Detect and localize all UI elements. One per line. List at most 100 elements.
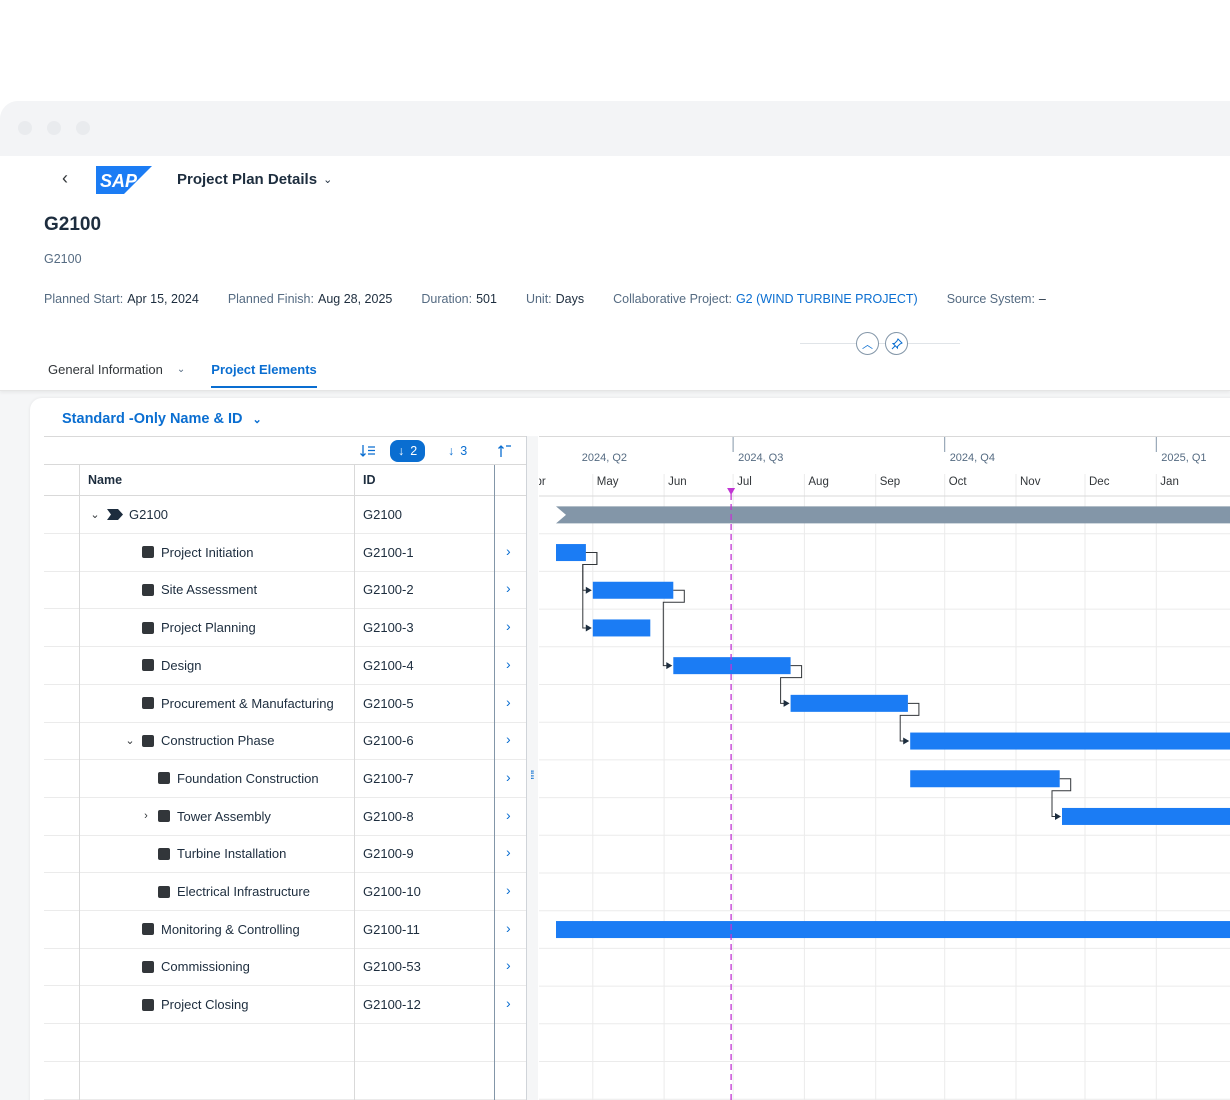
table-row[interactable]: Foundation Construction G2100-7 ›	[44, 760, 526, 798]
table-row[interactable]: ⌄ G2100 G2100	[44, 496, 526, 534]
chevron-down-icon[interactable]: ⌄	[125, 735, 135, 748]
attr-planned-start: Planned Start: Apr 15, 2024	[44, 292, 199, 306]
task-bar	[910, 770, 1060, 788]
task-icon	[142, 546, 154, 559]
chevron-up-icon: ︿	[862, 338, 873, 351]
table-row[interactable]: › Tower Assembly G2100-8 ›	[44, 798, 526, 836]
window-maximize-dot[interactable]	[76, 121, 90, 135]
window-close-dot[interactable]	[18, 121, 32, 135]
navigate-chevron-icon[interactable]: ›	[506, 655, 511, 672]
task-bar	[556, 921, 1230, 939]
navigate-chevron-icon[interactable]: ›	[506, 844, 511, 861]
logo-text: SAP	[100, 171, 138, 191]
quarter-label: 2024, Q3	[738, 452, 783, 464]
table-row[interactable]: Procurement & Manufacturing G2100-5 ›	[44, 685, 526, 723]
table-row[interactable]: Design G2100-4 ›	[44, 647, 526, 685]
month-label: Dec	[1089, 476, 1110, 488]
pin-header-button[interactable]	[885, 332, 908, 355]
collapse-all-button[interactable]	[496, 440, 512, 462]
chevron-down-icon: ⌄	[323, 174, 333, 186]
table-row[interactable]: Project Closing G2100-12 ›	[44, 986, 526, 1025]
row-id: G2100-7	[363, 770, 414, 786]
row-name-cell: Project Closing	[124, 997, 248, 1012]
navigate-chevron-icon[interactable]: ›	[506, 618, 511, 635]
row-id: G2100-10	[363, 884, 421, 899]
navigate-chevron-icon[interactable]: ›	[506, 731, 511, 748]
app-window: ‹ SAP Project Plan Details ⌄ G2100 G2100…	[0, 101, 1230, 1100]
variant-label: Standard -Only Name & ID	[62, 411, 243, 427]
row-name-cell: Turbine Installation	[140, 846, 286, 861]
app-title: Project Plan Details	[177, 171, 318, 188]
sort-level-2-button[interactable]: ↓ 2	[390, 440, 426, 462]
month-label: Jul	[737, 476, 752, 488]
table-row[interactable]: Project Initiation G2100-1 ›	[44, 534, 526, 572]
arrow-down-icon: ↓	[448, 444, 455, 458]
project-elements-panel: Standard -Only Name & ID ⌄ ↓ 2 ↓ 3 Name	[30, 398, 1230, 1100]
table-row[interactable]: Electrical Infrastructure G2100-10 ›	[44, 873, 526, 911]
column-header-id[interactable]: ID	[363, 473, 376, 487]
table-row[interactable]: Project Planning G2100-3 ›	[44, 609, 526, 648]
header-divider	[800, 343, 960, 344]
table-row[interactable]: Site Assessment G2100-2 ›	[44, 571, 526, 610]
gantt-canvas: Apr May Jun Jul Aug Sep Oct Nov Dec Jan 2024, Q2 20…	[539, 436, 1230, 1100]
summary-bar	[556, 506, 1230, 524]
variant-selector[interactable]: Standard -Only Name & ID ⌄	[62, 411, 262, 427]
table-row[interactable]: ⌄ Construction Phase G2100-6 ›	[44, 722, 526, 761]
month-label: Jan	[1160, 476, 1179, 488]
attr-duration: Duration: 501	[421, 292, 497, 306]
table-toolbar: ↓ 2 ↓ 3	[44, 436, 526, 465]
navigate-chevron-icon[interactable]: ›	[506, 768, 511, 785]
navigate-chevron-icon[interactable]: ›	[506, 542, 511, 559]
navigate-chevron-icon[interactable]: ›	[506, 806, 511, 823]
tab-label: General Information	[48, 362, 163, 377]
grip-icon[interactable]: ⁞⁞	[530, 768, 534, 782]
navigate-chevron-icon[interactable]: ›	[506, 580, 511, 597]
arrow-up-to-line-icon	[498, 445, 511, 457]
sort-level-3-button[interactable]: ↓ 3	[448, 440, 467, 462]
pin-icon	[891, 337, 903, 349]
sort-settings-button[interactable]	[360, 440, 376, 462]
dependency-line	[780, 665, 803, 704]
navigate-chevron-icon[interactable]: ›	[506, 693, 511, 710]
chevron-right-icon[interactable]: ›	[144, 810, 148, 823]
window-minimize-dot[interactable]	[47, 121, 61, 135]
navigate-chevron-icon[interactable]: ›	[506, 995, 511, 1012]
row-id: G2100-8	[363, 808, 414, 824]
task-icon	[142, 960, 154, 973]
collapse-header-button[interactable]: ︿	[856, 332, 879, 355]
table-row[interactable]: Commissioning G2100-53 ›	[44, 948, 526, 987]
navigate-chevron-icon[interactable]: ›	[506, 882, 511, 898]
table-row[interactable]: Turbine Installation G2100-9 ›	[44, 835, 526, 874]
collaborative-project-link[interactable]: G2 (WIND TURBINE PROJECT)	[735, 292, 918, 306]
month-label: Nov	[1020, 476, 1041, 488]
sort-level-label: 2	[410, 444, 418, 458]
row-name: Project Closing	[161, 997, 249, 1013]
dependency-arrow	[1055, 812, 1061, 820]
quarter-label: 2024, Q2	[582, 452, 627, 464]
app-title-menu[interactable]: Project Plan Details ⌄	[177, 171, 332, 188]
chevron-down-icon[interactable]: ⌄	[90, 509, 100, 521]
chevron-down-icon: ⌄	[176, 364, 186, 375]
row-name: Construction Phase	[161, 733, 275, 749]
attr-value: 501	[476, 292, 497, 306]
tree-table: ↓ 2 ↓ 3 Name ID ⌄ G2100 G2100 Project Initiat…	[44, 436, 526, 1100]
row-name: Commissioning	[161, 959, 250, 975]
navigate-chevron-icon[interactable]: ›	[506, 919, 511, 936]
row-name: Project Planning	[161, 620, 256, 636]
attr-collaborative-project: Collaborative Project: G2 (WIND TURBINE P…	[613, 292, 918, 306]
back-icon[interactable]: ‹	[62, 168, 68, 188]
task-icon	[158, 810, 170, 823]
window-titlebar	[0, 101, 1230, 156]
sort-list-icon	[360, 445, 375, 457]
navigate-chevron-icon[interactable]: ›	[506, 957, 511, 974]
column-header-name[interactable]: Name	[88, 473, 123, 487]
task-bar	[673, 657, 791, 675]
tab-project-elements[interactable]: Project Elements	[211, 362, 317, 388]
table-row[interactable]: Monitoring & Controlling G2100-11 ›	[44, 911, 526, 949]
arrow-down-icon: ↓	[398, 444, 405, 458]
tab-general-information[interactable]: General Information ⌄	[48, 362, 185, 388]
splitter[interactable]: ⁞⁞	[526, 436, 538, 1100]
row-name: Procurement & Manufacturing	[161, 695, 334, 711]
row-id: G2100-3	[363, 620, 414, 636]
attr-label: Collaborative Project:	[613, 292, 732, 306]
